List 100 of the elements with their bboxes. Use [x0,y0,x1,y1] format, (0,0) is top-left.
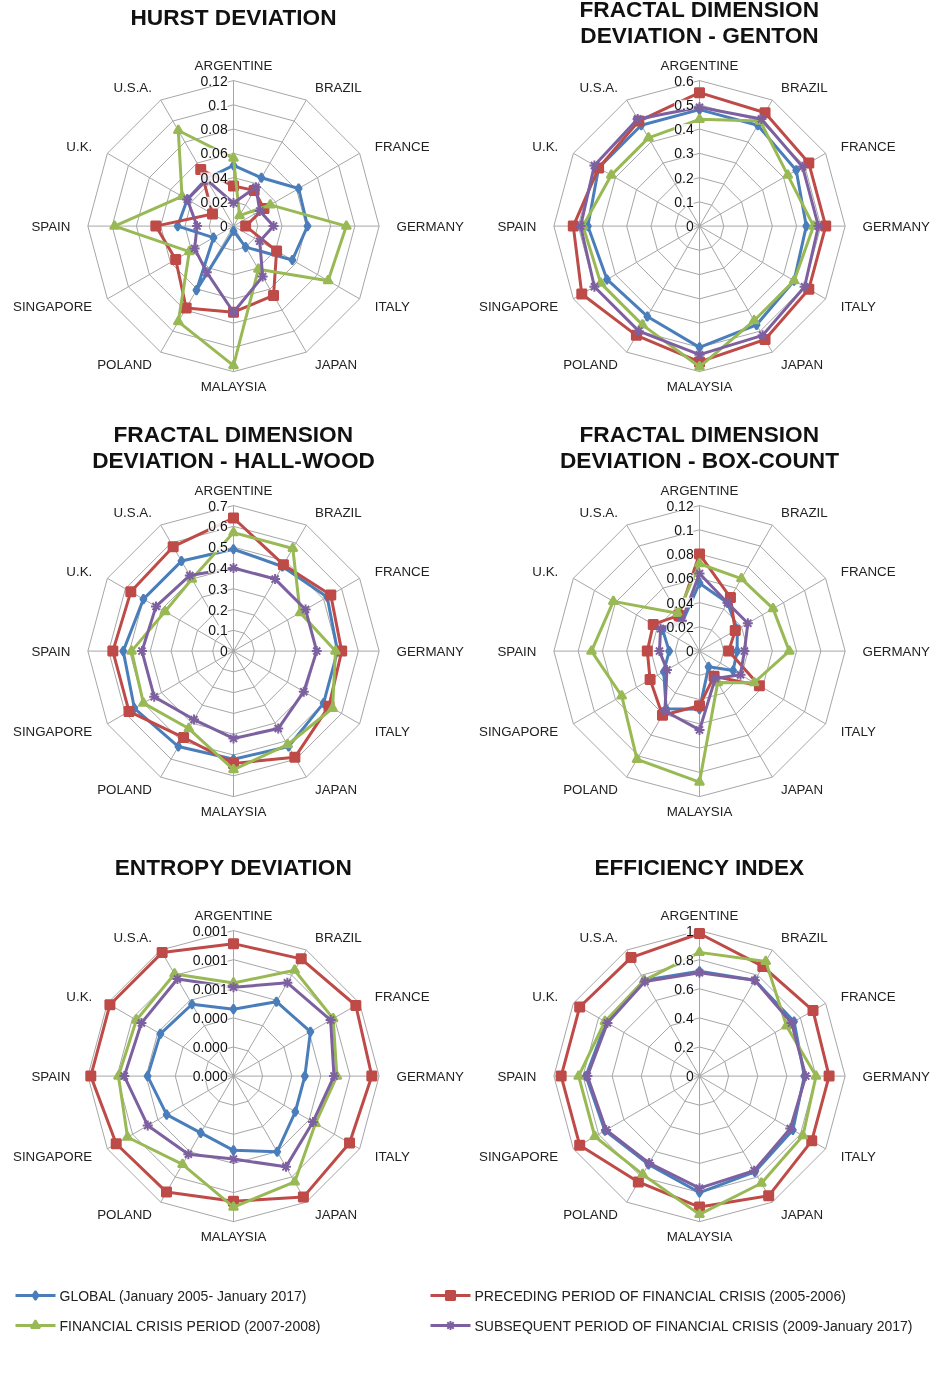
spoke-label: SPAIN [497,1068,537,1084]
chart-title: FRACTAL DIMENSION DEVIATION - HALL-WOOD [92,421,375,474]
spoke-label: GERMANY [862,218,931,234]
spoke-label: ITALY [374,298,410,314]
y-tick-label: 0 [685,218,694,235]
y-tick-label: 0.1 [208,96,228,113]
chart-title: FRACTAL DIMENSION DEVIATION - GENTON [579,0,820,49]
spoke-label: MALAYSIA [200,803,267,819]
spoke-label: SINGAPORE [479,298,559,314]
chart-title: EFFICIENCY INDEX [594,853,805,880]
spoke-label: FRANCE [374,563,430,579]
spoke-label: ARGENTINE [660,908,739,924]
spoke-label: BRAZIL [315,504,362,520]
y-tick-label: 0.8 [674,951,694,968]
spoke-label: U.K. [532,988,559,1004]
y-tick-label: 0.1 [674,521,694,538]
y-tick-label: 0.2 [674,1038,694,1055]
spoke-label: MALAYSIA [200,378,267,394]
y-tick-label: 0.2 [208,601,228,618]
y-tick-label: 0.08 [666,546,694,563]
y-tick-label: 0 [219,218,228,235]
spoke-label: MALAYSIA [666,378,733,394]
spoke-label: FRANCE [840,563,896,579]
spoke-label: GERMANY [396,218,465,234]
y-tick-label: 0.1 [674,193,694,210]
spoke-label: U.S.A. [113,929,152,945]
spoke-label: SPAIN [31,218,71,234]
spoke-label: U.K. [66,563,93,579]
spoke-label: ITALY [374,1148,410,1164]
spoke-label: JAPAN [315,1207,358,1223]
spoke-label: GERMANY [862,643,931,659]
spoke-label: ARGENTINE [660,483,739,499]
spoke-label: POLAND [563,782,618,798]
spoke-label: POLAND [97,357,152,373]
y-tick-label: 0.08 [200,121,228,138]
y-tick-label: 0.04 [666,594,694,611]
chart-title: ENTROPY DEVIATION [114,853,352,880]
spoke-label: BRAZIL [781,504,828,520]
y-tick-label: 0 [219,643,228,660]
spoke-label: BRAZIL [315,79,362,95]
y-tick-label: 0.4 [208,559,228,576]
legend-label: FINANCIAL CRISIS PERIOD (2007-2008) [59,1317,321,1334]
y-tick-label: 0 [685,1068,694,1085]
spoke-label: U.S.A. [113,79,152,95]
spoke-label: MALAYSIA [666,803,733,819]
y-tick-label: 0.001 [192,922,228,939]
spoke-label: U.K. [66,138,93,154]
spoke-label: JAPAN [781,1207,824,1223]
spoke-label: U.S.A. [579,504,618,520]
spoke-label: SPAIN [497,643,537,659]
spoke-label: U.K. [66,988,93,1004]
y-tick-label: 0.3 [208,580,228,597]
spoke-label: BRAZIL [315,929,362,945]
y-tick-label: 0.02 [666,618,694,635]
y-tick-label: 0.4 [674,121,694,138]
y-tick-label: 1 [685,922,694,939]
y-tick-label: 0.7 [208,497,228,514]
spoke-label: BRAZIL [781,929,828,945]
legend-label: PRECEDING PERIOD OF FINANCIAL CRISIS (2005-2006) [474,1287,846,1304]
spoke-label: FRANCE [374,988,430,1004]
spoke-label: GERMANY [396,1068,465,1084]
y-tick-label: 0.4 [674,1009,694,1026]
y-tick-label: 0 [685,643,694,660]
y-tick-label: 0.6 [674,72,694,89]
y-tick-label: 0.6 [208,518,228,535]
spoke-label: FRANCE [840,988,896,1004]
spoke-label: POLAND [563,357,618,373]
y-tick-label: 0.000 [192,1009,228,1026]
spoke-label: ITALY [840,1148,876,1164]
spoke-label: JAPAN [781,357,824,373]
spoke-label: SPAIN [31,643,71,659]
spoke-label: MALAYSIA [666,1228,733,1244]
spoke-label: U.S.A. [579,929,618,945]
spoke-label: ITALY [840,298,876,314]
y-tick-label: 0.5 [674,96,694,113]
y-tick-label: 0.12 [666,497,694,514]
legend-label: GLOBAL (January 2005- January 2017) [59,1287,307,1304]
y-tick-label: 0.3 [674,145,694,162]
spoke-label: SINGAPORE [13,723,93,739]
spoke-label: ARGENTINE [660,58,739,74]
spoke-label: SPAIN [497,218,537,234]
chart-title: HURST DEVIATION [130,3,337,30]
chart-title: FRACTAL DIMENSION DEVIATION - BOX-COUNT [560,421,840,474]
y-tick-label: 0.1 [208,622,228,639]
spoke-label: U.S.A. [579,79,618,95]
y-tick-label: 0.04 [200,169,228,186]
spoke-label: JAPAN [315,782,358,798]
spoke-label: FRANCE [374,138,430,154]
y-tick-label: 0.5 [208,539,228,556]
y-tick-label: 0.000 [192,1038,228,1055]
spoke-label: GERMANY [862,1068,931,1084]
y-tick-label: 0.001 [192,980,228,997]
spoke-label: GERMANY [396,643,465,659]
y-tick-label: 0.06 [666,570,694,587]
spoke-label: POLAND [563,1207,618,1223]
spoke-label: ITALY [374,723,410,739]
y-tick-label: 0.6 [674,980,694,997]
y-tick-label: 0.000 [192,1068,228,1085]
spoke-label: U.K. [532,563,559,579]
spoke-label: ARGENTINE [194,483,273,499]
